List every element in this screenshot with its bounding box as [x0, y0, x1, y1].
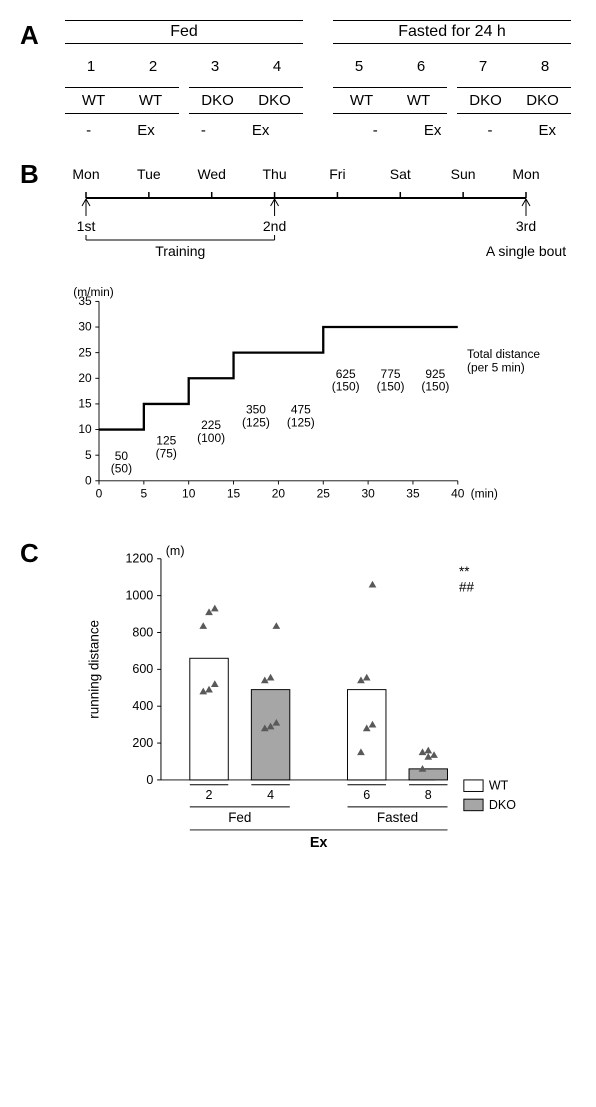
svg-text:running distance: running distance — [86, 620, 101, 719]
timeline: Mon Tue Wed Thu Fri Sat Sun Mon 1st 2nd 3rd Trainin… — [46, 163, 566, 273]
svg-text:625: 625 — [336, 367, 356, 381]
svg-text:(50): (50) — [111, 462, 132, 476]
svg-text:40: 40 — [451, 486, 465, 500]
svg-text:(per 5 min): (per 5 min) — [467, 361, 525, 375]
svg-text:5: 5 — [141, 486, 148, 500]
svg-text:##: ## — [459, 579, 474, 594]
svg-text:125: 125 — [156, 433, 176, 447]
svg-text:(150): (150) — [377, 380, 405, 394]
svg-text:(75): (75) — [156, 446, 177, 460]
svg-text:2: 2 — [206, 788, 213, 802]
svg-text:15: 15 — [227, 486, 241, 500]
svg-text:(125): (125) — [242, 416, 270, 430]
svg-text:775: 775 — [381, 367, 401, 381]
svg-text:Wed: Wed — [197, 166, 226, 182]
svg-text:0: 0 — [96, 486, 103, 500]
svg-text:10: 10 — [78, 422, 92, 436]
state-fasted: Fasted for 24 h — [333, 20, 571, 44]
svg-text:Fri: Fri — [329, 166, 345, 182]
svg-text:**: ** — [459, 564, 470, 579]
svg-text:50: 50 — [115, 449, 129, 463]
panel-c: C 0 200 400 600 800 1000 1200 (m) running distan… — [20, 538, 576, 873]
svg-text:Ex: Ex — [310, 835, 328, 851]
svg-text:(150): (150) — [332, 380, 360, 394]
svg-text:15: 15 — [78, 397, 92, 411]
svg-text:225: 225 — [201, 418, 221, 432]
svg-text:Tue: Tue — [137, 166, 161, 182]
svg-text:(m/min): (m/min) — [73, 285, 114, 299]
exercise-row: - Ex - Ex - Ex - Ex — [60, 122, 576, 139]
panel-b-label: B — [20, 159, 46, 190]
svg-text:600: 600 — [132, 662, 153, 676]
panel-a-label: A — [20, 20, 60, 51]
svg-text:WT: WT — [489, 779, 509, 793]
svg-text:6: 6 — [363, 788, 370, 802]
svg-text:(min): (min) — [471, 486, 498, 500]
svg-text:(125): (125) — [287, 416, 315, 430]
speed-chart: 0 5 10 15 20 25 30 350 5 10 15 20 25 30 35 40 (m/min) (mi… — [46, 283, 566, 518]
svg-text:(100): (100) — [197, 431, 225, 445]
state-fed: Fed — [65, 20, 303, 44]
svg-text:3rd: 3rd — [516, 218, 536, 234]
svg-text:A single bout: A single bout — [486, 243, 566, 259]
svg-text:25: 25 — [78, 345, 92, 359]
svg-text:(150): (150) — [421, 380, 449, 394]
svg-text:20: 20 — [78, 371, 92, 385]
svg-text:Sun: Sun — [451, 166, 476, 182]
svg-text:30: 30 — [361, 486, 375, 500]
svg-text:DKO: DKO — [489, 798, 516, 812]
svg-text:8: 8 — [425, 788, 432, 802]
panel-a: A Fed Fasted for 24 h 1 2 3 4 5 6 7 8 WT… — [20, 20, 576, 139]
svg-text:Mon: Mon — [512, 166, 539, 182]
svg-text:Thu: Thu — [263, 166, 287, 182]
panel-b: B Mon Tue Wed Thu Fri Sat Sun Mon 1st 2nd 3rd Train… — [20, 159, 576, 518]
svg-text:Total distance: Total distance — [467, 347, 540, 361]
svg-text:2nd: 2nd — [263, 218, 286, 234]
svg-text:(m): (m) — [166, 544, 185, 558]
svg-text:Training: Training — [155, 243, 205, 259]
svg-text:350: 350 — [246, 403, 266, 417]
bar-chart: 0 200 400 600 800 1000 1200 (m) running distance… — [60, 538, 560, 868]
svg-text:Sat: Sat — [390, 166, 411, 182]
svg-text:475: 475 — [291, 403, 311, 417]
svg-text:4: 4 — [267, 788, 274, 802]
svg-text:30: 30 — [78, 320, 92, 334]
svg-text:Fed: Fed — [228, 810, 251, 825]
svg-text:20: 20 — [272, 486, 286, 500]
svg-text:925: 925 — [425, 367, 445, 381]
svg-text:10: 10 — [182, 486, 196, 500]
svg-text:0: 0 — [85, 473, 92, 487]
svg-text:25: 25 — [317, 486, 331, 500]
svg-text:200: 200 — [132, 736, 153, 750]
svg-text:400: 400 — [132, 699, 153, 713]
svg-text:0: 0 — [146, 773, 153, 787]
panel-c-label: C — [20, 538, 60, 569]
svg-text:1200: 1200 — [125, 552, 153, 566]
svg-text:35: 35 — [406, 486, 420, 500]
col-numbers: 1 2 3 4 5 6 7 8 — [60, 54, 576, 79]
svg-text:1st: 1st — [77, 218, 96, 234]
svg-text:5: 5 — [85, 448, 92, 462]
svg-text:800: 800 — [132, 625, 153, 639]
genotype-row: WTWT DKODKO WTWT DKODKO — [60, 87, 576, 114]
svg-text:Fasted: Fasted — [377, 810, 418, 825]
svg-text:Mon: Mon — [72, 166, 99, 182]
svg-text:1000: 1000 — [125, 588, 153, 602]
